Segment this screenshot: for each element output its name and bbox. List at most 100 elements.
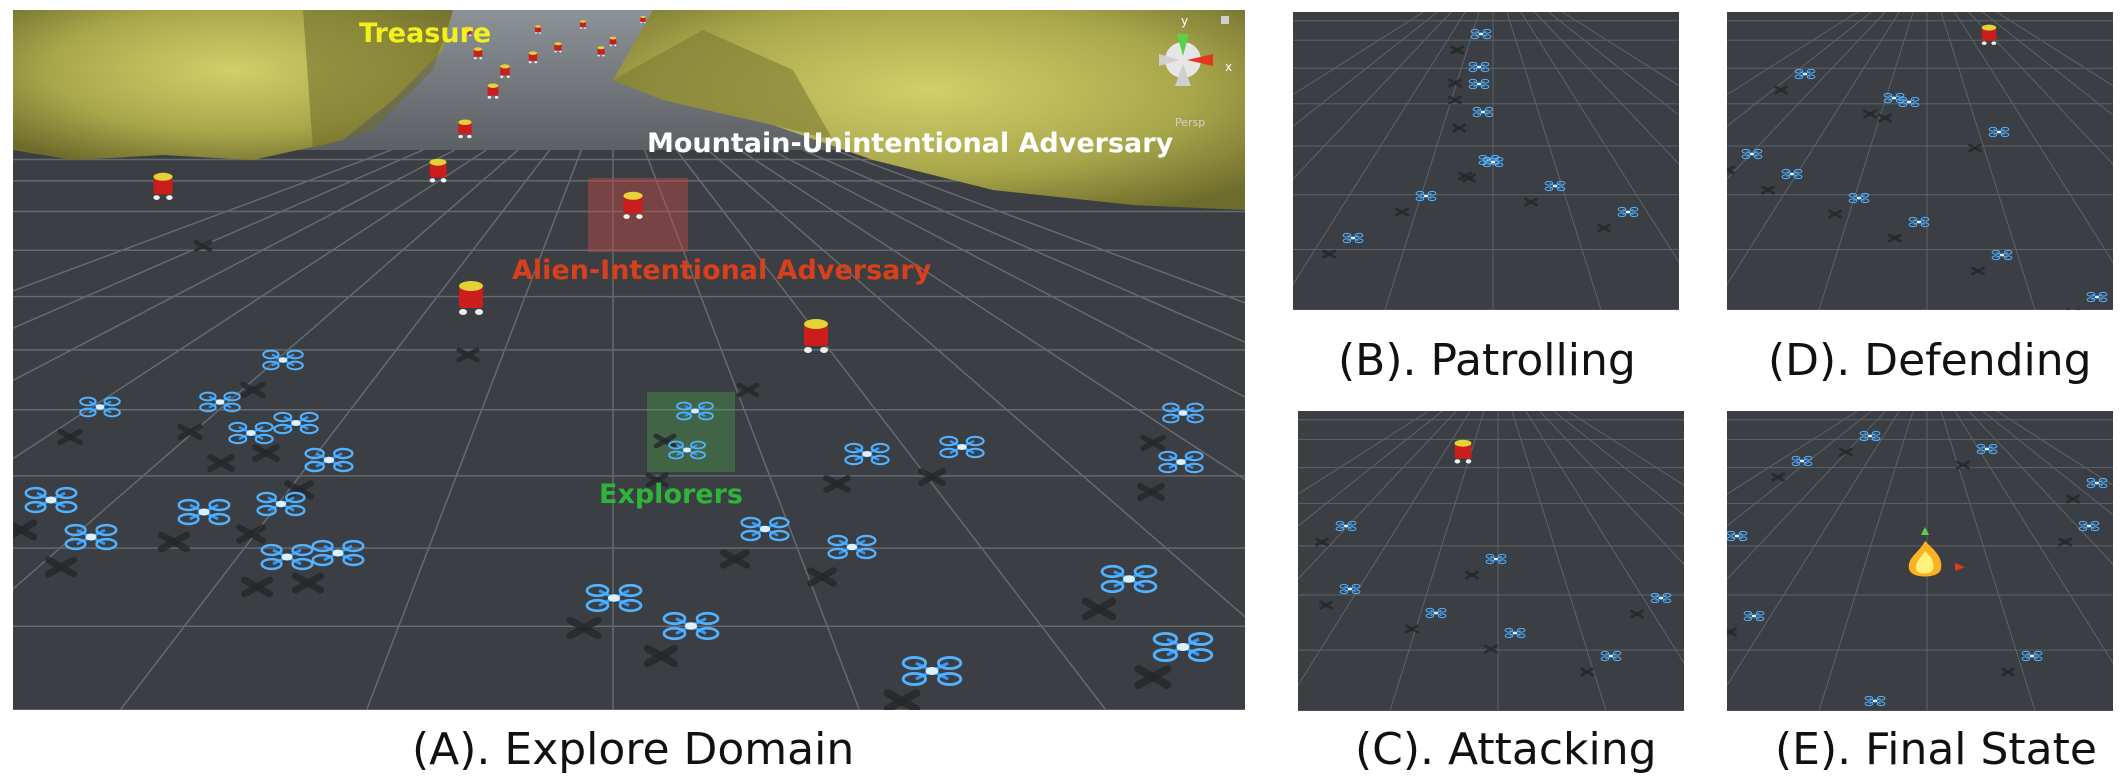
quadcopter-drone-icon: [1864, 695, 1886, 707]
quadcopter-drone-icon: [273, 411, 319, 435]
treasure-fire-icon: [1908, 527, 1965, 577]
red-alien-robot-icon: [459, 281, 483, 315]
drone-shadow: [1968, 143, 1982, 153]
drone-shadow: [1448, 95, 1462, 105]
red-alien-robot-icon: [458, 119, 472, 139]
drone-shadow: [2058, 537, 2072, 547]
mountain-label: Mountain-Unintentional Adversary: [647, 128, 1174, 159]
drone-shadow: [1580, 667, 1594, 677]
drone-shadow: [1727, 165, 1735, 175]
axis-gizmo-icon: [1159, 16, 1229, 86]
drone-shadow: [1448, 78, 1462, 88]
drone-shadow: [1395, 207, 1409, 217]
quadcopter-drone-icon: [827, 534, 877, 560]
quadcopter-drone-icon: [311, 539, 365, 567]
defending-scene: [1727, 12, 2113, 310]
caption-patrolling: (B). Patrolling: [1338, 335, 1636, 386]
drone-shadow: [1081, 597, 1117, 621]
drone-shadow: [1140, 434, 1166, 452]
panel-patrolling: [1293, 12, 1679, 310]
drone-shadow: [1971, 266, 1985, 276]
quadcopter-drone-icon: [1162, 402, 1204, 424]
drone-shadow: [1315, 537, 1329, 547]
alien-label: Alien-Intentional Adversary: [512, 255, 932, 286]
drone-shadow: [1137, 482, 1165, 502]
quadcopter-drone-icon: [1883, 92, 1905, 104]
red-alien-robot-icon: [623, 191, 643, 219]
drone-shadow: [1761, 185, 1775, 195]
drone-shadow: [643, 644, 679, 668]
drone-shadow: [1450, 45, 1464, 55]
quadcopter-drone-icon: [1781, 168, 1803, 180]
quadcopter-drone-icon: [1544, 180, 1566, 192]
quadcopter-drone-icon: [1991, 249, 2013, 261]
drone-shadow: [1828, 209, 1842, 219]
drone-shadow: [1771, 472, 1785, 482]
drone-shadow: [720, 549, 750, 569]
quadcopter-drone-icon: [1743, 610, 1765, 622]
quadcopter-drone-icon: [662, 611, 720, 641]
red-alien-robot-icon: [153, 172, 173, 200]
quadcopter-drone-icon: [1485, 553, 1507, 565]
drone-shadow: [177, 423, 203, 441]
attacking-scene: [1298, 411, 1684, 711]
red-alien-robot-icon: [429, 158, 447, 183]
red-alien-robot-icon: [528, 51, 538, 64]
drone-shadow: [1524, 197, 1538, 207]
panel-explore-domain: Treasure Mountain-Unintentional Adversar…: [13, 10, 1245, 710]
quadcopter-drone-icon: [262, 349, 304, 371]
quadcopter-drone-icon: [228, 421, 274, 445]
red-alien-robot-icon: [609, 36, 617, 47]
quadcopter-drone-icon: [1617, 206, 1639, 218]
right-mountain-shade: [613, 30, 833, 140]
caption-attacking: (C). Attacking: [1355, 724, 1657, 775]
drone-shadow: [157, 531, 191, 553]
explore-domain-scene: [13, 10, 1245, 710]
red-alien-robot-icon: [464, 26, 472, 37]
drone-shadow: [1888, 233, 1902, 243]
drone-shadow: [57, 428, 83, 446]
quadcopter-drone-icon: [1339, 583, 1361, 595]
caption-final-state: (E). Final State: [1775, 724, 2097, 775]
caption-explore-domain: (A). Explore Domain: [412, 724, 855, 775]
drone-shadow: [1863, 109, 1877, 119]
drone-shadow: [1774, 85, 1788, 95]
drone-shadow: [1319, 600, 1333, 610]
drone-shadow: [807, 567, 837, 587]
quadcopter-drone-icon: [585, 583, 643, 613]
drone-shadow: [1878, 113, 1892, 123]
quadcopter-drone-icon: [2086, 477, 2108, 489]
quadcopter-drone-icon: [901, 655, 963, 687]
quadcopter-drone-icon: [844, 442, 890, 466]
quadcopter-drone-icon: [1988, 126, 2010, 138]
quadcopter-drone-icon: [1794, 68, 1816, 80]
drone-shadow: [736, 382, 760, 398]
quadcopter-drone-icon: [1898, 96, 1920, 108]
drone-shadow: [883, 688, 921, 710]
drone-shadow: [1839, 447, 1853, 457]
quadcopter-drone-icon: [740, 516, 790, 542]
red-alien-robot-icon: [1454, 439, 1472, 464]
quadcopter-drone-icon: [1859, 430, 1881, 442]
quadcopter-drone-icon: [1152, 631, 1214, 663]
drone-shadow: [252, 443, 280, 463]
quadcopter-drone-icon: [199, 391, 241, 413]
drone-shadow: [13, 519, 38, 541]
quadcopter-drone-icon: [1335, 520, 1357, 532]
drone-shadow: [291, 572, 325, 594]
drone-shadow: [823, 474, 851, 494]
left-mountain-shade: [303, 10, 453, 150]
alien-adversaries: [153, 15, 828, 353]
panel-final-state: [1727, 411, 2113, 711]
drone-shadow: [240, 576, 274, 598]
drone-shadow: [240, 381, 266, 399]
drone-shadow: [44, 556, 78, 578]
explorers-label: Explorers: [599, 479, 744, 510]
drone-shadow: [193, 239, 213, 253]
quadcopter-drone-icon: [1600, 650, 1622, 662]
drone-shadow: [1134, 664, 1172, 690]
drone-shadow: [456, 347, 480, 363]
red-alien-robot-icon: [580, 20, 586, 29]
quadcopter-drone-icon: [668, 440, 706, 460]
quadcopter-drone-icon: [79, 396, 121, 418]
